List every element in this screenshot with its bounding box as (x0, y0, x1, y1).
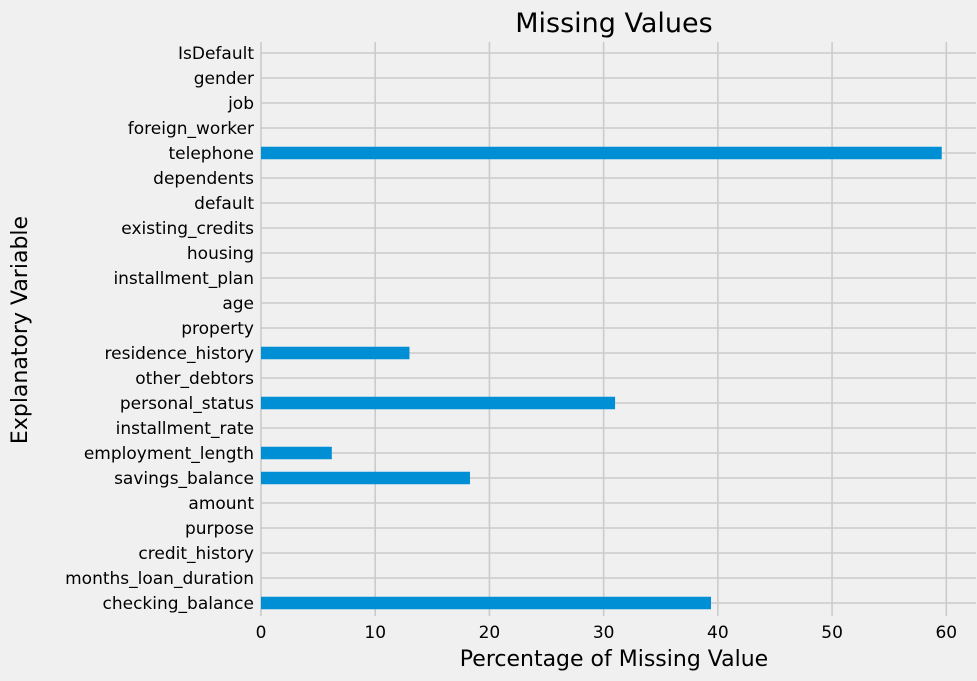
bar-employment-length (261, 446, 332, 460)
bar-residence-history (261, 346, 410, 360)
y-tick-label: age (222, 294, 254, 314)
x-tick-label: 10 (364, 623, 386, 643)
y-tick-label: job (227, 94, 254, 114)
y-tick-label: installment_plan (113, 269, 254, 289)
y-tick-label: savings_balance (114, 469, 254, 489)
x-axis-label: Percentage of Missing Value (460, 647, 768, 672)
x-tick-label: 30 (593, 623, 615, 643)
grid-layer (260, 42, 976, 616)
y-tick-label: other_debtors (135, 369, 254, 389)
x-tick-label: 40 (707, 623, 729, 643)
y-tick-label: housing (187, 244, 254, 264)
y-tick-label: telephone (168, 144, 254, 164)
y-tick-label: property (181, 319, 254, 339)
y-tick-label: personal_status (120, 394, 254, 414)
bar-savings-balance (261, 471, 471, 485)
y-axis-label: Explanatory Variable (8, 216, 33, 444)
tick-layer: 0 10 20 30 40 50 60 checking_balance months_loan… (65, 44, 957, 643)
y-tick-label: months_loan_duration (65, 569, 254, 589)
y-tick-label: existing_credits (121, 219, 254, 239)
y-tick-label: foreign_worker (128, 119, 254, 139)
y-tick-label: checking_balance (103, 594, 255, 614)
y-tick-label: installment_rate (116, 419, 254, 439)
y-tick-label: IsDefault (178, 44, 254, 64)
y-tick-label: default (194, 194, 254, 214)
bar-personal-status (261, 396, 616, 410)
y-tick-label: amount (188, 494, 254, 514)
x-tick-label: 60 (935, 623, 957, 643)
x-tick-label: 50 (821, 623, 843, 643)
bar-checking-balance (261, 596, 712, 610)
y-tick-label: dependents (153, 169, 254, 189)
y-tick-label: gender (194, 69, 254, 89)
x-tick-label: 20 (479, 623, 501, 643)
x-tick-label: 0 (256, 623, 267, 643)
bar-telephone (261, 146, 942, 160)
chart-title: Missing Values (515, 8, 712, 39)
y-tick-label: credit_history (138, 544, 254, 564)
y-tick-label: employment_length (84, 444, 254, 464)
bar-layer (261, 146, 942, 610)
y-tick-label: purpose (185, 519, 254, 539)
y-tick-label: residence_history (105, 344, 254, 364)
